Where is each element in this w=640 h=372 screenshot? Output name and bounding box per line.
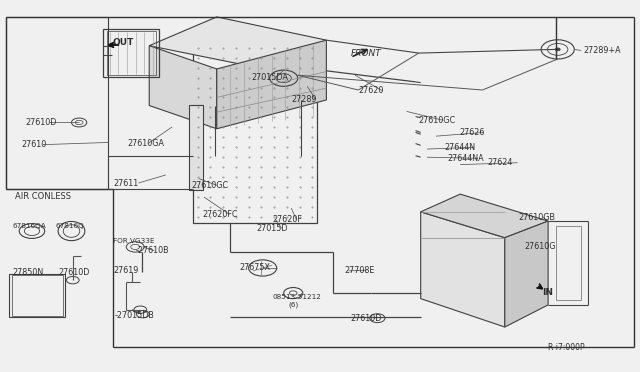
Text: 27610D: 27610D — [59, 268, 90, 277]
Text: 27644NA: 27644NA — [447, 154, 484, 163]
Circle shape — [555, 48, 560, 51]
Polygon shape — [420, 212, 505, 327]
Text: 27624: 27624 — [488, 158, 513, 167]
Bar — [9, 273, 65, 317]
Text: 27610GB: 27610GB — [519, 213, 556, 222]
Text: 27610: 27610 — [22, 140, 47, 149]
Polygon shape — [149, 46, 217, 129]
Text: 27015DA: 27015DA — [252, 73, 289, 81]
Text: 27610GC: 27610GC — [191, 181, 228, 190]
Text: 67816QA: 67816QA — [13, 223, 47, 229]
Text: 27708E: 27708E — [344, 266, 374, 275]
Text: 27610D: 27610D — [26, 118, 57, 127]
Bar — [6, 17, 108, 189]
Text: 27610D: 27610D — [351, 314, 382, 323]
Text: 27626: 27626 — [459, 128, 484, 137]
Bar — [193, 42, 317, 223]
Text: OUT: OUT — [113, 38, 134, 47]
Bar — [106, 31, 156, 75]
Text: 27015D: 27015D — [256, 224, 288, 233]
Polygon shape — [505, 221, 548, 327]
Text: (6): (6) — [288, 302, 298, 308]
Text: 67816Q: 67816Q — [56, 223, 84, 229]
Bar — [189, 105, 204, 190]
Text: FOR VG33E: FOR VG33E — [113, 238, 154, 244]
Text: 27644N: 27644N — [444, 143, 476, 152]
Text: 27610GA: 27610GA — [127, 139, 164, 148]
Text: 27611: 27611 — [113, 179, 138, 187]
Text: 27289: 27289 — [291, 95, 317, 104]
Polygon shape — [217, 40, 326, 129]
Bar — [103, 29, 159, 77]
Polygon shape — [420, 194, 548, 238]
Text: AIR CONLESS: AIR CONLESS — [15, 192, 72, 201]
Text: R i7:000P: R i7:000P — [548, 343, 585, 352]
Text: 27675X: 27675X — [239, 263, 270, 272]
Text: -27015DB: -27015DB — [115, 311, 155, 320]
Text: 27850N: 27850N — [13, 268, 44, 277]
Text: 27620FC: 27620FC — [202, 210, 237, 219]
Polygon shape — [149, 17, 326, 68]
Text: 27619: 27619 — [113, 266, 138, 275]
Text: 08513-51212: 08513-51212 — [272, 294, 321, 300]
Text: IN: IN — [541, 288, 553, 297]
Text: -27610B: -27610B — [135, 246, 169, 255]
Text: 27610GC: 27610GC — [419, 116, 456, 125]
Text: 27620: 27620 — [358, 86, 383, 95]
Text: 27620F: 27620F — [272, 215, 302, 224]
Text: 27289+A: 27289+A — [584, 46, 621, 55]
Text: FRONT: FRONT — [351, 49, 381, 58]
Bar — [12, 275, 63, 315]
Text: 27610G: 27610G — [524, 243, 556, 251]
